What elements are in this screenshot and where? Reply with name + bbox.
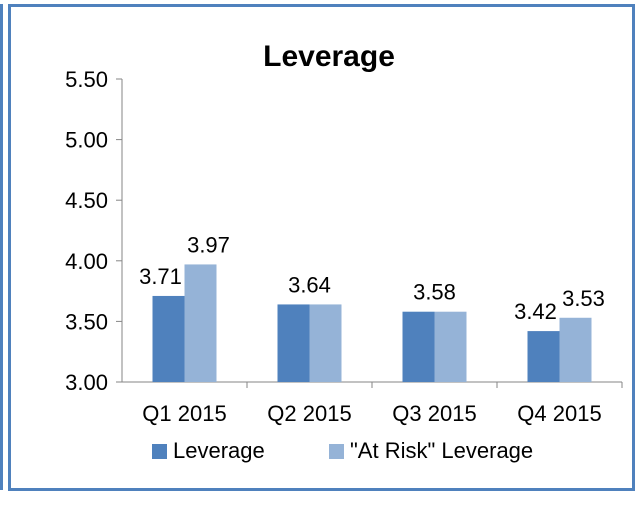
page-edge-bar xyxy=(0,4,3,490)
data-label: 3.97 xyxy=(187,232,230,257)
data-label: 3.64 xyxy=(288,272,331,297)
chart-axes: 3.00 3.50 4.00 4.50 5.00 5.50 Q1 2015 Q2 2015 Q3… xyxy=(65,67,623,426)
x-tick-label: Q2 2015 xyxy=(267,401,351,426)
y-tick-label: 3.50 xyxy=(65,309,108,334)
chart-title: Leverage xyxy=(263,40,395,73)
bar-leverage xyxy=(527,331,560,382)
chart-data-labels: 3.713.97 3.64 3.58 3.423.53 xyxy=(139,232,605,324)
x-tick-label: Q3 2015 xyxy=(392,401,476,426)
chart-bars xyxy=(152,264,592,382)
y-tick-label: 4.00 xyxy=(65,249,108,274)
legend-label-at-risk-leverage: "At Risk" Leverage xyxy=(350,438,533,463)
bar-at-risk-leverage xyxy=(434,311,467,382)
data-label: 3.71 xyxy=(139,264,182,289)
y-tick-label: 3.00 xyxy=(65,370,108,395)
legend-swatch-leverage xyxy=(152,444,167,459)
data-label: 3.42 xyxy=(514,299,557,324)
bar-leverage xyxy=(152,295,185,382)
bar-leverage xyxy=(402,311,435,382)
x-tick-label: Q4 2015 xyxy=(517,401,601,426)
chart-legend: Leverage "At Risk" Leverage xyxy=(152,438,533,463)
y-tick-label: 5.50 xyxy=(65,67,108,92)
bar-at-risk-leverage xyxy=(559,317,592,382)
data-label: 3.58 xyxy=(413,280,456,305)
y-tick-label: 4.50 xyxy=(65,188,108,213)
bar-at-risk-leverage xyxy=(184,264,217,382)
legend-label-leverage: Leverage xyxy=(173,438,265,463)
y-tick-label: 5.00 xyxy=(65,128,108,153)
x-tick-label: Q1 2015 xyxy=(142,401,226,426)
legend-swatch-at-risk-leverage xyxy=(329,444,344,459)
chart-frame xyxy=(8,4,635,491)
data-label: 3.53 xyxy=(562,286,605,311)
bar-at-risk-leverage xyxy=(309,304,342,382)
bar-leverage xyxy=(277,304,310,382)
